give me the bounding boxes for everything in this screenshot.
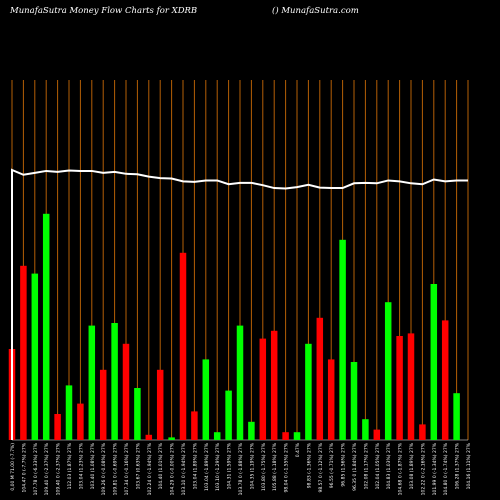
money-flow-bar <box>441 320 449 440</box>
price-line-layer <box>11 168 468 440</box>
x-tick-label: 104.29 0 (-0.00%) 27% <box>170 442 176 495</box>
money-flow-bar <box>54 414 61 440</box>
x-tick-label: 105.88 (-1.18%) 27% <box>272 442 278 491</box>
money-flow-bar <box>362 419 369 440</box>
x-tick-label: 107.78 0 (-6.33%) 27% <box>33 442 39 495</box>
money-flow-bar <box>248 421 255 440</box>
x-tick-label: 103.80 (-1.75%) 27% <box>261 442 267 491</box>
money-flow-bar <box>305 343 312 440</box>
money-flow-bar <box>316 317 324 440</box>
money-flow-bar <box>327 359 335 440</box>
x-tick-label: 104.31 (1.59%) 27% <box>227 442 233 489</box>
money-flow-bar <box>407 333 415 440</box>
money-flow-bar <box>77 403 84 440</box>
money-flow-bar <box>259 338 267 440</box>
x-tick-label: 102.08 (1.17%) 27% <box>363 442 369 489</box>
money-flow-bar <box>270 330 278 440</box>
x-tick-label: 106.28 (1.37%) 27% <box>455 442 461 489</box>
x-tick-label: 103.10 (-1.29%) 27% <box>215 442 221 491</box>
money-flow-bar <box>179 252 187 440</box>
x-tick-label: 98.57 0 (-1.12%) 27% <box>318 442 324 492</box>
x-tick-label: 104.40 (1.01%) 27% <box>158 442 164 489</box>
money-flow-bar <box>396 336 403 440</box>
x-tick-label: 109.40 0 (-2.37%) 27% <box>56 442 62 495</box>
x-tick-label: 101.99 0 (-1.34%) 27% <box>432 442 438 495</box>
money-flow-bar <box>88 325 96 440</box>
x-tick-label: 104.16 (1.11%) 27% <box>466 442 472 489</box>
x-tick-label: 104.83 (1.03%) 27% <box>386 442 392 489</box>
money-flow-bar <box>213 432 221 440</box>
x-tick-label: 0,00 M 71.00 (-7.7%) <box>10 443 16 491</box>
x-tick-label: 98.04 0 (-1.55%) 27% <box>284 442 290 492</box>
money-flow-bar <box>122 343 130 440</box>
money-flow-bar <box>236 325 244 440</box>
money-flow-bar <box>373 429 381 440</box>
money-flow-bars <box>8 213 460 440</box>
money-flow-bar <box>225 390 232 440</box>
money-flow-bar <box>145 434 153 440</box>
x-tick-label: 102.04 (1.05%) 27% <box>375 442 381 489</box>
x-tick-label: 103.08 (1.89%) 27% <box>409 442 415 489</box>
money-flow-bar <box>134 388 141 440</box>
money-flow-bar <box>42 213 50 440</box>
x-tick-label: 109.40 0 (-2.37%) 27% <box>44 442 50 495</box>
x-tick-label: 96.35 0 (1.84%) 27% <box>352 442 358 491</box>
money-flow-bar <box>168 437 175 440</box>
x-tick-label: 104.47 0 (-7.7%) 27% <box>21 442 27 492</box>
money-flow-bar <box>282 432 289 440</box>
x-tick-label: 103.04 (1.89%) 27% <box>192 442 198 489</box>
x-tick-label: 103.40 (1.08%) 27% <box>90 442 96 489</box>
site-credit: () MunafaSutra.com <box>272 6 359 16</box>
x-tick-label: 104.35 (1.19%) 27% <box>249 442 255 489</box>
x-tick-label: 102.24 0 (-1.94%) 27% <box>147 442 153 495</box>
x-tick-label: 103.04 (-1.89%) 27% <box>204 442 210 491</box>
x-tick-label: 104.68 0 (-1.87%) 27% <box>398 442 404 495</box>
x-tick-label: 107.34 0 (-0.16%) 27% <box>124 442 130 495</box>
money-flow-bar <box>156 369 164 440</box>
money-flow-bar <box>99 369 107 440</box>
x-tick-label: 109.81 0 (-0.69%) 27% <box>113 442 119 495</box>
x-tick-label: 112.03 (1.87%) 27% <box>67 442 73 489</box>
money-flow-bar <box>430 284 438 440</box>
money-flow-bar <box>350 362 358 440</box>
money-flow-bar <box>65 385 73 440</box>
x-tick-label: 103.04 (1.23%) 27% <box>78 442 84 489</box>
x-tick-label: 103.67 (0.63%) 27% <box>135 442 141 489</box>
money-flow-bar <box>293 432 301 440</box>
money-flow-bar <box>31 273 39 440</box>
x-tick-label: 0.47% <box>295 442 301 457</box>
money-flow-bar <box>111 323 118 440</box>
price-line <box>11 168 468 440</box>
chart-title: MunafaSutra Money Flow Charts for XDRB <box>10 6 198 16</box>
money-flow-bar <box>384 302 392 440</box>
x-tick-label: 98.83 (-1.36%) 27% <box>306 442 312 488</box>
x-tick-label: 102.22 0 (-2.16%) 27% <box>420 442 426 495</box>
x-tick-label: 104.80 0 (-1.74%) 27% <box>443 442 449 495</box>
x-tick-label: 103.78 0 (-1.88%) 27% <box>238 442 244 495</box>
money-flow-bar <box>202 359 210 440</box>
x-tick-label: 109.26 0 (-0.08%) 27% <box>101 442 107 495</box>
x-tick-labels: 0,00 M 71.00 (-7.7%) 104.47 0 (-7.7%) 27%… <box>10 442 472 495</box>
x-tick-label: 96.55 (-0.71%) 27% <box>329 442 335 488</box>
money-flow-bar <box>339 239 346 440</box>
x-tick-label: 103.10 0 (-1.94%) 27% <box>181 442 187 495</box>
x-tick-label: 96.85 (1.56%) 27% <box>341 442 347 486</box>
money-flow-bar <box>419 424 426 440</box>
money-flow-bar <box>191 411 198 440</box>
money-flow-bar <box>20 265 27 440</box>
money-flow-bar <box>453 393 460 440</box>
